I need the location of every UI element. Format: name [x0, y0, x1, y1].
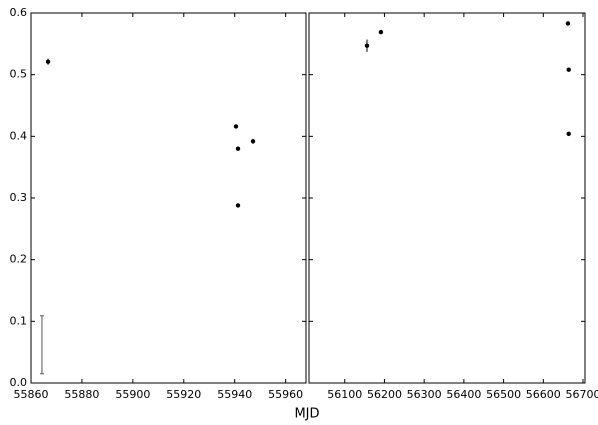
- x-tick-label: 56200: [367, 388, 402, 401]
- x-tick-label: 55940: [217, 388, 252, 401]
- y-tick-label: 0.1: [10, 314, 28, 327]
- x-tick-label: 56700: [566, 388, 598, 401]
- point: [378, 29, 384, 35]
- x-tick-label: 55880: [64, 388, 99, 401]
- y-tick-label: 0.0: [10, 376, 28, 389]
- y-tick-label: 0.2: [10, 253, 28, 266]
- x-tick-label: 56600: [526, 388, 561, 401]
- x-tick-label: 56100: [327, 388, 362, 401]
- x-tick-label: 55860: [14, 388, 49, 401]
- x-tick-label: 55960: [268, 388, 303, 401]
- x-tick-label: 56400: [446, 388, 481, 401]
- point: [250, 139, 256, 144]
- y-tick-label: 0.3: [10, 191, 28, 204]
- point: [364, 43, 370, 48]
- point: [566, 131, 571, 137]
- y-tick-label: 0.4: [10, 129, 28, 142]
- point: [233, 124, 239, 129]
- point: [235, 146, 241, 151]
- x-tick-label: 56500: [486, 388, 521, 401]
- y-tick-label: 0.6: [10, 6, 28, 19]
- x-tick-label: 55920: [166, 388, 201, 401]
- point: [45, 59, 51, 64]
- x-tick-label: 55900: [115, 388, 150, 401]
- panel-frame: [308, 12, 586, 384]
- x-axis-label: MJD: [294, 407, 319, 422]
- x-tick-label: 56300: [407, 388, 442, 401]
- y-tick-label: 0.5: [10, 68, 28, 81]
- point: [235, 203, 241, 208]
- point: [566, 67, 571, 72]
- panel-frame: [30, 12, 307, 384]
- point: [565, 21, 571, 26]
